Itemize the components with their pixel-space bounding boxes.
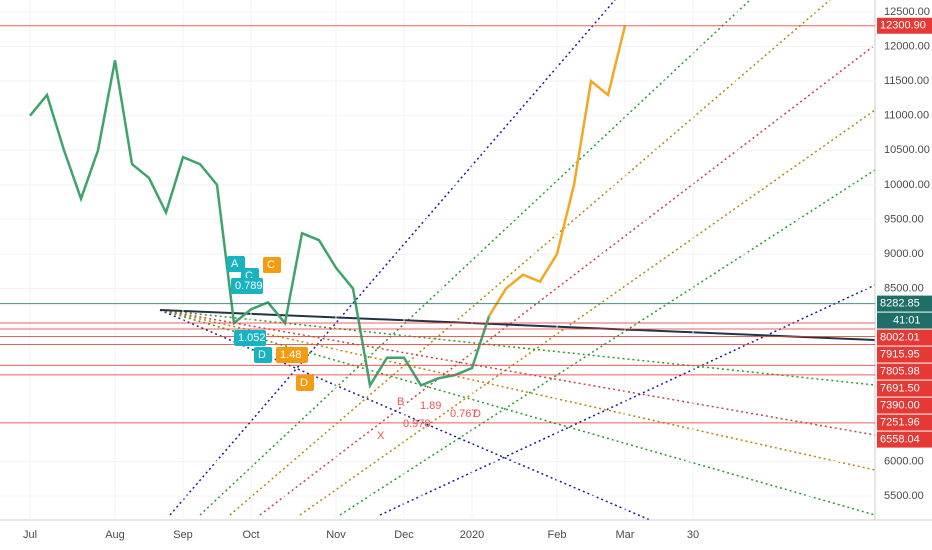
price-tag — [877, 363, 932, 380]
y-tick-label: 10500.00 — [884, 144, 930, 156]
price-tag-label: 7251.96 — [880, 416, 920, 428]
fan-line — [169, 0, 616, 516]
price-tag-label: 12300.90 — [880, 20, 926, 32]
fan-line — [159, 309, 876, 471]
countdown-tag — [877, 312, 932, 329]
pattern-label: 1.052 — [238, 332, 266, 344]
y-tick-label: 12500.00 — [884, 6, 930, 18]
countdown-label: 41:01 — [893, 314, 921, 326]
pattern-box — [231, 278, 263, 294]
price-tag-label: 7390.00 — [880, 399, 920, 411]
pattern-label: 0.767 — [450, 408, 478, 420]
y-tick-label: 9000.00 — [884, 248, 924, 260]
pattern-label: B — [397, 396, 404, 408]
fan-line — [159, 309, 876, 516]
fan-line — [159, 309, 876, 436]
price-line — [29, 60, 491, 389]
fan-line — [259, 44, 876, 516]
pattern-label: 1.89 — [420, 400, 441, 412]
price-tag — [877, 17, 932, 34]
x-tick-label: Nov — [326, 529, 346, 541]
fan-line — [159, 309, 651, 521]
y-tick-label: 6000.00 — [884, 455, 924, 467]
x-tick-label: Oct — [242, 529, 259, 541]
fan-line — [339, 169, 876, 516]
x-tick-label: Aug — [105, 529, 125, 541]
pattern-label: D — [300, 377, 308, 389]
price-tag — [877, 414, 932, 431]
price-tag — [877, 329, 932, 346]
x-tick-label: Mar — [616, 529, 635, 541]
pattern-label: 1.48 — [280, 349, 301, 361]
fan-line — [379, 284, 876, 516]
fan-line — [299, 109, 876, 516]
pattern-label: C — [267, 259, 275, 271]
price-tag-label: 7805.98 — [880, 365, 920, 377]
y-tick-label: 5500.00 — [884, 490, 924, 502]
price-tag-label: 6558.04 — [880, 433, 920, 445]
x-tick-label: Sep — [173, 529, 193, 541]
pattern-label: 0.789 — [235, 280, 263, 292]
pattern-label: X — [377, 430, 385, 442]
x-tick-label: Dec — [394, 529, 414, 541]
pattern-box — [234, 330, 266, 346]
pattern-box — [296, 375, 314, 391]
fan-line — [199, 0, 751, 516]
pattern-label: D — [473, 408, 481, 420]
y-tick-label: 11500.00 — [884, 75, 929, 87]
x-tick-label: 30 — [687, 529, 699, 541]
y-tick-label: 11000.00 — [884, 110, 929, 122]
x-tick-label: Jul — [23, 529, 37, 541]
y-tick-label: 9500.00 — [884, 213, 924, 225]
price-tag — [877, 295, 932, 312]
pattern-box — [254, 347, 272, 363]
pattern-label: A — [231, 258, 239, 270]
price-tags: 12300.90 8282.85 41:01 8002.01 7915.95 7805.9… — [0, 17, 932, 448]
pattern-label: D — [258, 349, 266, 361]
price-tag-label: 7915.95 — [880, 348, 920, 360]
price-tag — [877, 346, 932, 363]
pattern-box — [227, 256, 245, 272]
x-tick-label: Feb — [548, 529, 567, 541]
y-tick-label: 12000.00 — [884, 40, 930, 52]
pattern-box — [276, 347, 308, 363]
price-line — [487, 25, 627, 317]
pattern-label: C — [245, 270, 253, 282]
price-tag-label: 7691.50 — [880, 382, 920, 394]
price-tag-label: 8282.85 — [880, 297, 920, 309]
price-tag — [877, 431, 932, 448]
price-tag-label: 8002.01 — [880, 331, 920, 343]
x-tick-label: 2020 — [460, 529, 484, 541]
pattern-label: 0.978 — [403, 418, 431, 430]
price-tag — [877, 397, 932, 414]
y-tick-label: 8500.00 — [884, 282, 924, 294]
pattern-box — [263, 257, 281, 273]
price-tag — [877, 380, 932, 397]
y-tick-label: 10000.00 — [884, 179, 930, 191]
fan-line — [229, 0, 831, 516]
